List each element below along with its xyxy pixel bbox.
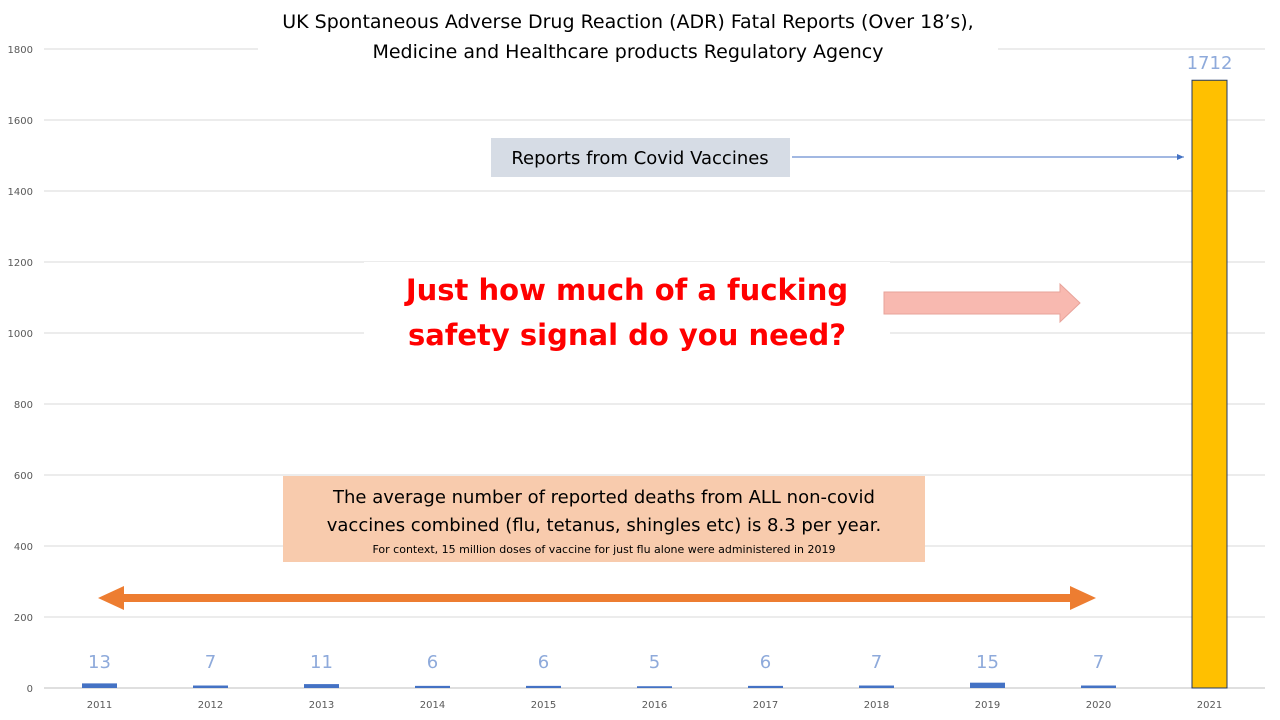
average-line-1: The average number of reported deaths fr…: [332, 487, 875, 508]
y-tick-label: 1200: [8, 258, 33, 269]
y-tick-label: 1000: [8, 329, 33, 340]
x-tick-label-2019: 2019: [975, 700, 1000, 711]
average-line-2: vaccines combined (flu, tetanus, shingle…: [327, 515, 882, 536]
pink-arrow-icon: [883, 282, 1081, 324]
bar-2013: [304, 684, 339, 688]
bar-2018: [859, 685, 894, 688]
covid-label-box: [491, 138, 790, 177]
x-tick-label-2015: 2015: [531, 700, 556, 711]
bar-2011: [82, 683, 117, 688]
x-tick-label-2020: 2020: [1086, 700, 1111, 711]
context-note: For context, 15 million doses of vaccine…: [373, 543, 836, 556]
bar-2016: [637, 686, 672, 688]
x-tick-label-2021: 2021: [1197, 700, 1222, 711]
covid-label: Reports from Covid Vaccines: [511, 148, 768, 169]
y-tick-label: 1600: [8, 116, 33, 127]
x-axis-ticks: 2011 2012 2013 2014 2015 2016 2017 2018 2019 2020…: [87, 700, 1222, 711]
data-label-2012: 7: [205, 652, 216, 673]
x-tick-label-2012: 2012: [198, 700, 223, 711]
bar-2014: [415, 685, 450, 688]
bar-2015: [526, 685, 561, 688]
data-label-2021: 1712: [1187, 53, 1233, 74]
y-tick-label: 400: [14, 542, 33, 553]
data-labels: 13 7 11 6 6 5 6 7 15 7 1712: [88, 53, 1232, 673]
data-label-2015: 6: [538, 652, 549, 673]
headline-line-1: Just how much of a fucking: [404, 273, 848, 307]
x-tick-label-2016: 2016: [642, 700, 667, 711]
y-tick-label: 0: [27, 684, 33, 695]
y-tick-label: 800: [14, 400, 33, 411]
bar-2021: [1191, 79, 1228, 689]
y-tick-label: 200: [14, 613, 33, 624]
data-label-2020: 7: [1093, 652, 1104, 673]
y-tick-label: 1800: [8, 45, 33, 56]
x-tick-label-2017: 2017: [753, 700, 778, 711]
x-tick-label-2018: 2018: [864, 700, 889, 711]
headline-line-2: safety signal do you need?: [408, 318, 846, 352]
data-label-2014: 6: [427, 652, 438, 673]
bar-2012: [193, 685, 228, 688]
y-tick-label: 1400: [8, 187, 33, 198]
title-background: [258, 0, 998, 72]
data-label-2019: 15: [976, 652, 999, 673]
average-box: [283, 476, 925, 562]
bar-2017: [748, 685, 783, 688]
data-label-2016: 5: [649, 652, 660, 673]
data-label-2018: 7: [871, 652, 882, 673]
y-axis-ticks: 0 200 400 600 800 1000 1200 1400 1600 1800: [8, 45, 33, 695]
bar-2020: [1081, 685, 1116, 688]
chart-title-line-2: Medicine and Healthcare products Regulat…: [372, 41, 883, 63]
x-tick-label-2014: 2014: [420, 700, 445, 711]
x-tick-label-2013: 2013: [309, 700, 334, 711]
x-tick-label-2011: 2011: [87, 700, 112, 711]
chart-title-line-1: UK Spontaneous Adverse Drug Reaction (AD…: [282, 11, 973, 33]
bars: [82, 79, 1228, 689]
data-label-2011: 13: [88, 652, 111, 673]
double-arrow-icon: [98, 586, 1096, 610]
bar-2019: [970, 682, 1005, 688]
headline-background: [364, 262, 890, 334]
data-label-2017: 6: [760, 652, 771, 673]
data-label-2013: 11: [310, 652, 333, 673]
y-tick-label: 600: [14, 471, 33, 482]
